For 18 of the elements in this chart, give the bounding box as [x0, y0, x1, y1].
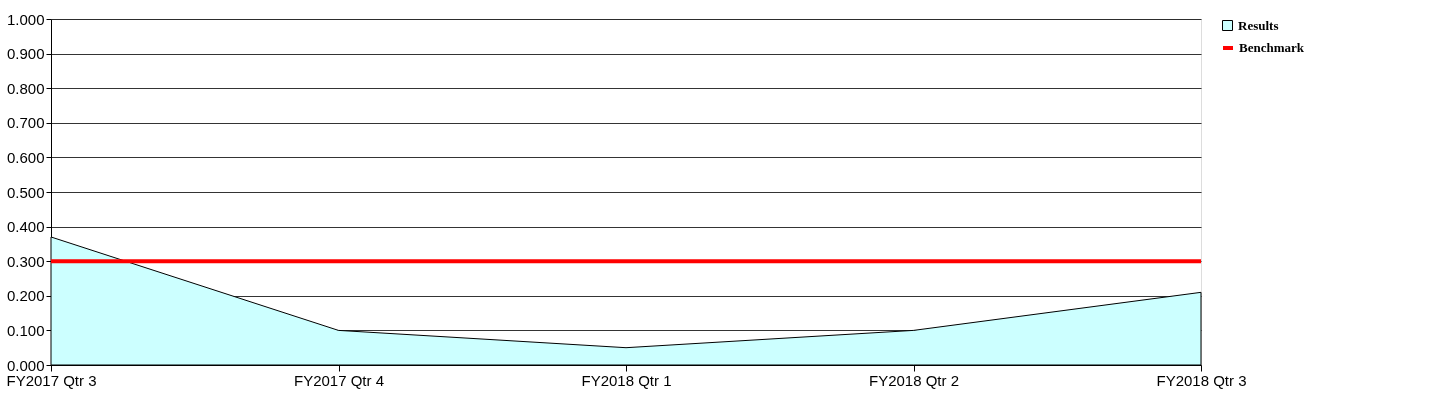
y-tick-label: 0.700 [6, 114, 45, 132]
y-tick-label: 0.100 [6, 321, 45, 339]
x-tick-label: FY2017 Qtr 3 [6, 371, 97, 389]
legend-label: Results [1238, 17, 1279, 33]
y-tick-label: 1.000 [6, 10, 45, 28]
y-tick-label: 0.300 [6, 252, 45, 270]
y-tick-label: 0.400 [6, 218, 45, 236]
legend-label: Benchmark [1239, 40, 1305, 55]
x-tick-label: FY2018 Qtr 2 [868, 371, 960, 389]
y-tick-label: 0.500 [6, 183, 45, 201]
y-tick-label: 0.800 [6, 79, 45, 97]
y-tick-label: 0.900 [6, 45, 45, 63]
x-tick-label: FY2018 Qtr 1 [581, 371, 672, 389]
y-tick-label: 0.600 [6, 148, 45, 166]
y-tick-label: 0.200 [6, 287, 45, 305]
x-tick-label: FY2018 Qtr 3 [1156, 371, 1247, 389]
y-tick-label: 0.000 [6, 356, 45, 374]
x-tick-label: FY2017 Qtr 4 [293, 371, 385, 389]
